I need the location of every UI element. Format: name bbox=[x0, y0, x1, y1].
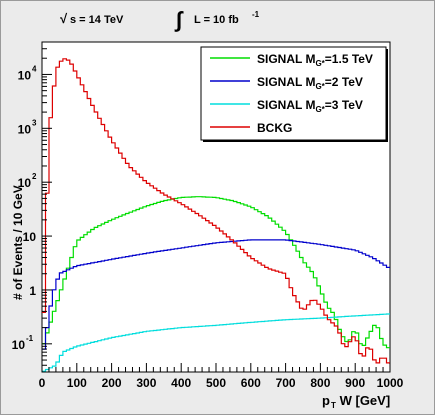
lumi-exponent: -1 bbox=[252, 10, 260, 19]
x-tick-label-6: 600 bbox=[241, 376, 261, 390]
x-tick-label-1: 100 bbox=[67, 376, 87, 390]
series-line-0 bbox=[42, 196, 390, 349]
legend-shadow-bottom bbox=[203, 140, 388, 142]
y-tick-label-0: 10 -1 bbox=[12, 334, 34, 352]
y-tick-base: 10 bbox=[23, 230, 37, 244]
legend-box bbox=[200, 46, 387, 141]
header-lumi: ∫ L = 10 fb -1 bbox=[174, 7, 260, 32]
y-axis-label: # of Events / 10 GeV bbox=[11, 185, 25, 300]
series-line-1 bbox=[42, 239, 390, 350]
y-tick-base: 10 bbox=[12, 338, 26, 352]
x-tick-label-9: 900 bbox=[345, 376, 365, 390]
x-tick-label-0: 0 bbox=[39, 376, 46, 390]
x-tick-label-10: 1000 bbox=[377, 376, 404, 390]
series-line-3 bbox=[42, 58, 390, 364]
x-axis-label-rest: W [GeV] bbox=[336, 393, 390, 408]
energy-label: s = 14 TeV bbox=[70, 14, 124, 26]
y-tick-exponent: -1 bbox=[26, 334, 34, 343]
y-tick-exponent: 3 bbox=[32, 118, 37, 127]
x-tick-label-8: 800 bbox=[310, 376, 330, 390]
series-layer bbox=[42, 58, 390, 372]
x-tick-label-4: 400 bbox=[171, 376, 191, 390]
y-tick-label-5: 10 4 bbox=[18, 64, 37, 82]
legend-label-3: BCKG bbox=[257, 121, 292, 135]
legend-label-1: SIGNAL MG*=2 TeV bbox=[257, 75, 363, 91]
y-tick-base: 1 bbox=[29, 284, 36, 298]
y-tick-label-1: 1 bbox=[29, 284, 36, 298]
x-axis-label-main: p bbox=[322, 393, 330, 408]
integral-symbol: ∫ bbox=[174, 7, 184, 32]
y-tick-label-4: 10 3 bbox=[18, 118, 37, 136]
x-tick-label-3: 300 bbox=[136, 376, 156, 390]
x-tick-label-7: 700 bbox=[276, 376, 296, 390]
y-tick-exponent: 4 bbox=[32, 64, 37, 73]
y-tick-label-3: 10 2 bbox=[18, 172, 37, 190]
series-line-2 bbox=[42, 313, 390, 372]
x-tick-label-2: 200 bbox=[102, 376, 122, 390]
y-tick-label-2: 10 bbox=[23, 230, 37, 244]
legend-label-2: SIGNAL MG*=3 TeV bbox=[257, 98, 363, 114]
x-axis-label: p T W [GeV] bbox=[322, 393, 390, 410]
sqrt-symbol: √ bbox=[60, 11, 68, 26]
header-energy: √ s = 14 TeV bbox=[60, 11, 124, 26]
y-tick-base: 10 bbox=[18, 176, 32, 190]
legend: SIGNAL MG*=1.5 TeV SIGNAL MG*=2 TeV SIGNAL… bbox=[200, 46, 388, 142]
y-tick-base: 10 bbox=[18, 68, 32, 82]
x-tick-label-5: 500 bbox=[206, 376, 226, 390]
y-tick-exponent: 2 bbox=[32, 172, 37, 181]
y-tick-base: 10 bbox=[18, 122, 32, 136]
legend-label-0: SIGNAL MG*=1.5 TeV bbox=[257, 52, 373, 68]
legend-shadow-right bbox=[386, 49, 388, 142]
x-axis-label-sub: T bbox=[331, 401, 336, 410]
lumi-label: L = 10 fb bbox=[194, 14, 239, 26]
